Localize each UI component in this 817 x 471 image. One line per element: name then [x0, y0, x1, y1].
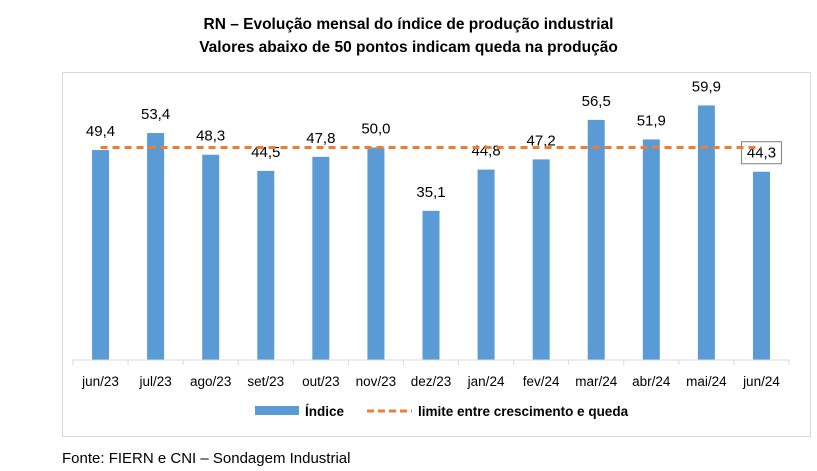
value-label: 56,5 — [582, 93, 611, 110]
value-label: 48,3 — [196, 128, 225, 145]
value-labels-group: 49,4 53,4 48,3 44,5 47,8 50,0 35,1 44,8 47,2 56,5… — [86, 78, 782, 201]
category-label: dez/23 — [411, 374, 452, 389]
bar — [367, 147, 385, 360]
bar — [147, 133, 165, 360]
category-label: nov/23 — [356, 374, 397, 389]
legend-line-label: limite entre crescimento e queda — [418, 404, 629, 419]
value-label: 47,8 — [306, 130, 335, 147]
value-label: 51,9 — [637, 112, 666, 129]
legend-bar-label: Índice — [305, 404, 345, 419]
chart-frame — [62, 72, 811, 437]
value-label: 53,4 — [141, 106, 170, 123]
source-note: Fonte: FIERN e CNI – Sondagem Industrial — [62, 450, 351, 467]
bar — [642, 139, 660, 360]
value-label: 47,2 — [527, 132, 556, 149]
category-label: jul/23 — [138, 374, 171, 389]
bar — [477, 169, 495, 360]
x-ticks-group — [72, 360, 790, 365]
bar — [422, 210, 440, 360]
value-label: 44,5 — [251, 144, 280, 161]
legend: Índice limite entre crescimento e queda — [255, 404, 629, 419]
category-label: abr/24 — [632, 374, 671, 389]
bar — [312, 156, 330, 360]
value-label: 44,8 — [471, 143, 500, 160]
category-label: set/23 — [247, 374, 284, 389]
bar — [92, 150, 110, 360]
value-label: 49,4 — [86, 123, 115, 140]
bar — [202, 154, 220, 360]
chart-title: RN – Evolução mensal do índice de produç… — [203, 16, 614, 33]
category-label: fev/24 — [523, 374, 560, 389]
legend-bar-swatch — [255, 406, 299, 415]
category-label: mai/24 — [686, 374, 727, 389]
category-label: ago/23 — [190, 374, 231, 389]
category-label: jan/24 — [467, 374, 505, 389]
category-label: jun/23 — [81, 374, 119, 389]
bars-group — [92, 105, 770, 360]
bar — [257, 170, 275, 360]
category-label: jun/24 — [742, 374, 780, 389]
bar — [587, 119, 605, 360]
category-labels-group: jun/23 jul/23 ago/23 set/23 out/23 nov/23 dez/… — [81, 374, 780, 389]
value-label: 35,1 — [416, 184, 445, 201]
value-label: 59,9 — [692, 78, 721, 95]
chart-subtitle: Valores abaixo de 50 pontos indicam qued… — [199, 39, 618, 56]
category-label: out/23 — [302, 374, 340, 389]
bar — [697, 105, 715, 360]
value-label: 50,0 — [361, 121, 390, 138]
category-label: mar/24 — [575, 374, 618, 389]
bar — [532, 159, 550, 360]
bar — [752, 171, 770, 360]
